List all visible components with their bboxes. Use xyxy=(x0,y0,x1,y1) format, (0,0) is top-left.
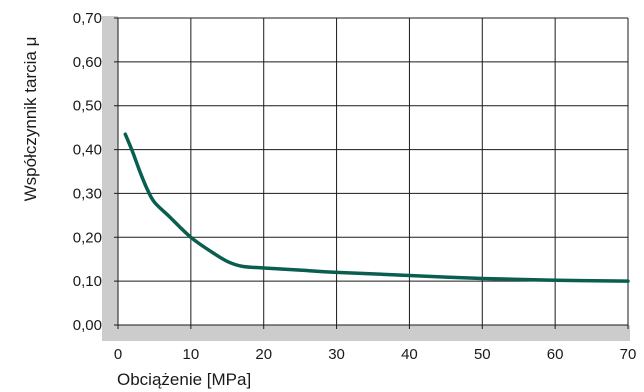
y-tick-label: 0,60 xyxy=(73,54,102,71)
x-tick-label: 0 xyxy=(114,346,122,363)
y-tick-label: 0,20 xyxy=(73,229,102,246)
x-tick-label: 50 xyxy=(474,346,491,363)
y-tick-label: 0,40 xyxy=(73,142,102,159)
y-tick-label: 0,00 xyxy=(73,317,102,334)
x-tick-label: 20 xyxy=(255,346,272,363)
y-tick-label: 0,30 xyxy=(73,185,102,202)
series-line xyxy=(123,132,630,283)
x-tick-label: 30 xyxy=(328,346,345,363)
y-tick-label: 0,50 xyxy=(73,98,102,115)
y-tick-label: 0,70 xyxy=(73,10,102,27)
x-axis-label: Obciążenie [MPa] xyxy=(117,370,251,389)
y-tick-label: 0,10 xyxy=(73,273,102,290)
x-tick-label: 40 xyxy=(401,346,418,363)
x-axis-band xyxy=(102,325,630,341)
y-axis-label: Współczynnik tarcia μ xyxy=(21,37,40,202)
y-axis-band xyxy=(102,16,118,325)
plot-area: 0,00 0,10 0,20 0,30 0,40 0,50 0,60 0,70 0 10 20 30 4… xyxy=(73,10,637,363)
x-tick-label: 60 xyxy=(547,346,564,363)
x-tick-label: 10 xyxy=(183,346,200,363)
x-tick-label: 70 xyxy=(620,346,637,363)
